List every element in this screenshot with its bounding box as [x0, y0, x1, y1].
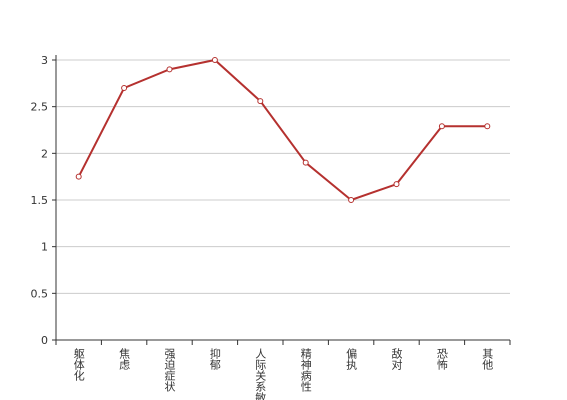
- line: [77, 58, 488, 202]
- x-tick-label: 敌对: [390, 347, 403, 370]
- point: [257, 98, 264, 105]
- y-tick-label: 0: [41, 334, 48, 347]
- y-tick-label: 2.5: [31, 101, 49, 114]
- x-tick-label: 抑郁: [208, 347, 221, 370]
- x-tick-label: 焦虑: [118, 348, 131, 370]
- x-tick-label: 躯体化: [72, 348, 85, 382]
- x-tick-label: 精神病性: [299, 348, 312, 393]
- y-tick-label: 0.5: [31, 287, 49, 300]
- point: [302, 159, 309, 166]
- point: [393, 181, 400, 188]
- x-tick-label: 恐怖: [435, 348, 448, 370]
- x-tick-label: 偏执: [345, 347, 358, 371]
- x-tick-label: 强迫症状: [163, 348, 176, 392]
- y-tick-label: 3: [41, 54, 48, 67]
- y-tick-label: 1.5: [31, 194, 49, 207]
- x-tick-label: 其他: [481, 348, 494, 370]
- y-tick-label: 2: [41, 147, 48, 160]
- y-tick-label: 1: [41, 241, 48, 254]
- point: [438, 123, 445, 130]
- point: [75, 173, 82, 180]
- x-tick-label: 人际关系敏感: [254, 348, 267, 400]
- point: [484, 123, 491, 130]
- point: [166, 66, 173, 73]
- point: [121, 85, 128, 91]
- point: [348, 197, 355, 203]
- point: [211, 57, 218, 63]
